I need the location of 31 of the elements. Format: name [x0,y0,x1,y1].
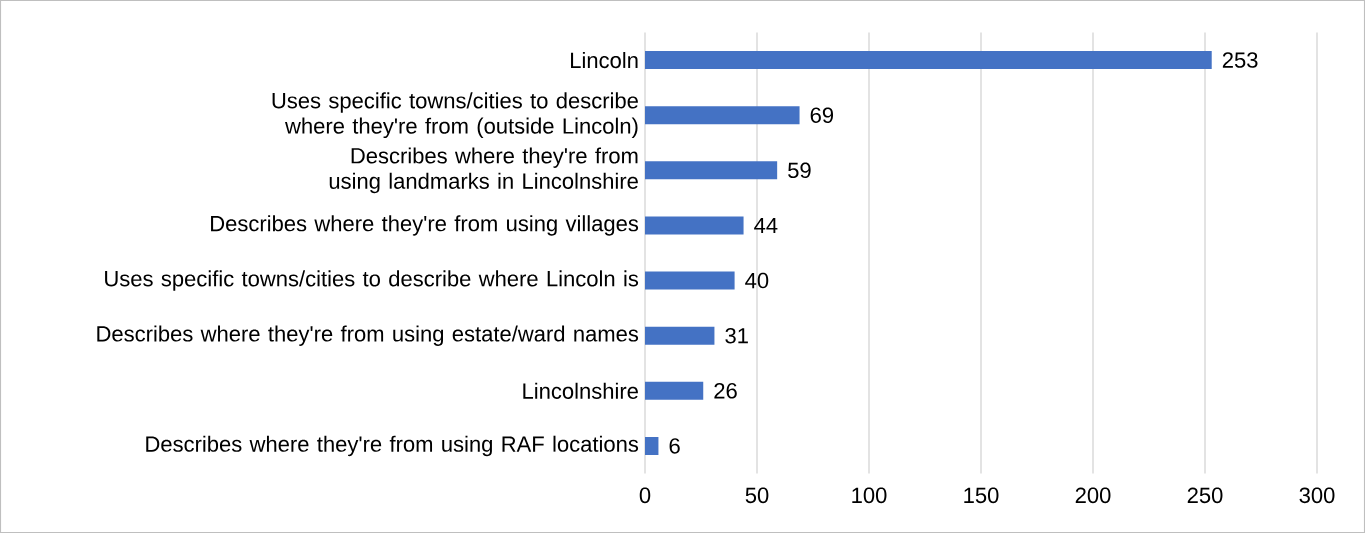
data-label: 44 [754,217,778,234]
x-tick-label: 300 [1299,487,1335,504]
x-tick-label: 150 [964,487,999,504]
data-label: 253 [1222,52,1258,68]
data-label: 59 [788,162,811,179]
y-tick-label: Lincoln [571,52,638,69]
bar [645,216,744,235]
y-tick-label: Uses specific towns/cities to describe where they're from (outside Lincoln) [272,92,638,139]
y-tick-label: Describes where they're from using villages [211,215,639,236]
data-label: 31 [725,327,748,344]
x-tick-label: 100 [852,487,887,504]
data-label: 69 [810,107,834,123]
y-tick-label: Uses specific towns/cities to describe where Lincoln is [105,270,639,291]
bar [645,436,659,455]
bar [645,161,778,180]
x-tick-label: 200 [1075,487,1111,504]
x-tick-label: 0 [639,487,651,504]
bar [645,271,735,290]
x-tick-label: 250 [1187,487,1223,504]
bar [645,51,1212,70]
y-tick-label: Lincolnshire [523,382,638,399]
x-tick-label: 50 [745,487,769,504]
data-label: 40 [745,272,769,289]
data-label: 6 [669,438,680,454]
bar [645,381,704,400]
bar [645,326,715,345]
bar [645,106,800,125]
data-label: 26 [714,383,737,399]
y-tick-label: Describes where they're from using landmarks in Lincolnshire [329,147,638,194]
y-tick-label: Describes where they're from using estate/ward names [97,325,639,346]
y-tick-label: Describes where they're from using RAF locations [146,435,639,457]
